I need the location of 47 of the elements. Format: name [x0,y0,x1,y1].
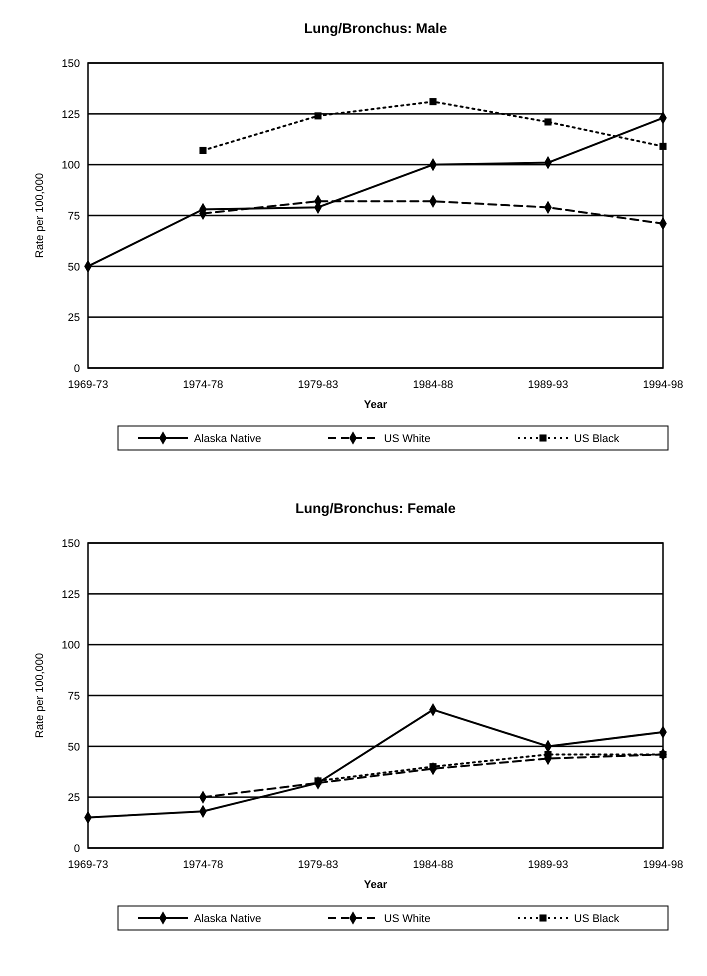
y-tick-label: 0 [74,363,80,375]
x-tick-label: 1974-78 [182,379,224,391]
x-tick-label: 1994-98 [642,379,684,391]
y-tick-label: 25 [68,792,80,804]
y-tick-label: 75 [68,210,80,222]
legend-label: US Black [574,913,620,925]
point [659,750,667,758]
y-tick-label: 150 [62,538,80,550]
legend-label: US Black [574,433,620,445]
x-tick-label: 1969-73 [68,379,108,391]
x-tick-label: 1989-93 [528,379,568,391]
y-tick-label: 75 [68,690,80,702]
chart-title: Lung/Bronchus: Male [304,20,448,36]
x-tick-label: 1989-93 [528,859,568,871]
point [429,763,437,770]
y-tick-label: 50 [68,261,80,274]
legend-label: US White [384,913,430,925]
y-tick-label: 125 [62,108,80,121]
point [659,142,667,150]
legend-label: US White [384,433,430,445]
y-tick-label: 100 [62,640,80,652]
y-tick-label: 150 [62,58,80,70]
x-axis-title: Year [364,399,388,411]
x-tick-label: 1979-83 [298,859,338,871]
y-axis-title: Rate per 100,000 [34,172,46,258]
point [199,146,207,154]
point [544,118,552,126]
legend-label: Alaska Native [194,433,262,445]
chart-title: Lung/Bronchus: Female [295,500,456,516]
x-tick-label: 1969-73 [68,859,108,871]
y-tick-label: 25 [68,312,80,324]
point [314,777,322,784]
y-tick-label: 100 [62,160,80,172]
x-tick-label: 1979-83 [298,379,338,391]
x-tick-label: 1984-88 [412,379,454,391]
y-axis-title: Rate per 100,000 [34,652,46,738]
y-tick-label: 50 [68,741,80,754]
x-tick-label: 1994-98 [642,859,684,871]
point [314,112,322,120]
y-tick-label: 125 [62,588,80,601]
point [429,98,437,106]
legend-label: Alaska Native [194,913,262,925]
x-tick-label: 1974-78 [182,859,224,871]
x-tick-label: 1984-88 [412,859,454,871]
x-axis-title: Year [364,879,388,891]
y-tick-label: 0 [74,843,80,855]
point [544,750,552,758]
